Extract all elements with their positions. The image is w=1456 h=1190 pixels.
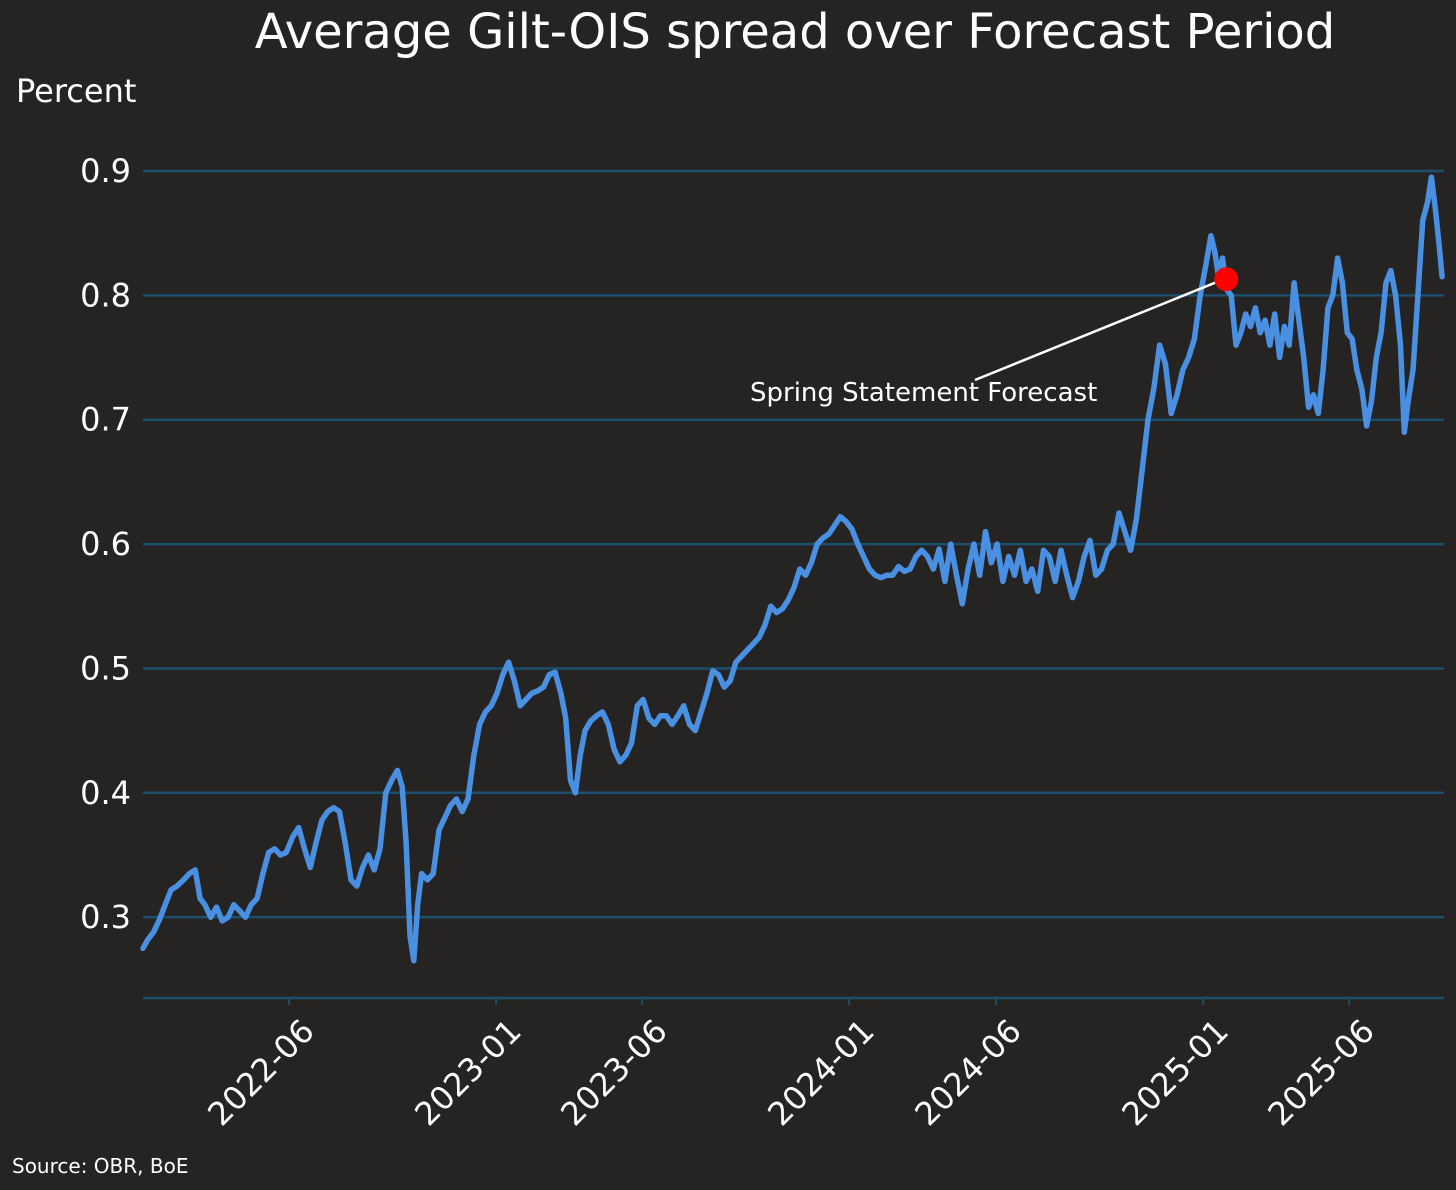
x-tick-label: 2022-06 xyxy=(200,1012,321,1133)
y-axis-label: Percent xyxy=(16,72,137,110)
forecast-marker xyxy=(1214,267,1239,292)
y-tick-label: 0.3 xyxy=(80,898,131,936)
y-ticks: 0.3 0.4 0.5 0.6 0.7 0.8 0.9 xyxy=(80,152,131,936)
x-tick-label: 2024-01 xyxy=(760,1012,881,1133)
y-tick-label: 0.6 xyxy=(80,525,131,563)
x-tick-label: 2023-01 xyxy=(407,1012,528,1133)
series-line xyxy=(140,174,1445,964)
x-tick-label: 2023-06 xyxy=(553,1012,674,1133)
x-tick-label: 2025-06 xyxy=(1260,1012,1381,1133)
chart-title: Average Gilt-OIS spread over Forecast Pe… xyxy=(254,4,1336,60)
source-note: Source: OBR, BoE xyxy=(12,1154,189,1178)
grid-lines xyxy=(143,169,1444,1000)
x-tick-label: 2025-01 xyxy=(1114,1012,1235,1133)
annotation-label: Spring Statement Forecast xyxy=(750,378,1098,408)
annotation-arrow xyxy=(974,281,1217,382)
x-tick-label: 2024-06 xyxy=(907,1012,1028,1133)
y-tick-label: 0.5 xyxy=(80,649,131,687)
y-tick-label: 0.7 xyxy=(80,401,131,439)
x-ticks: 2022-06 2023-01 2023-06 2024-01 2024-06 2025-… xyxy=(200,998,1382,1133)
y-tick-label: 0.8 xyxy=(80,276,131,314)
y-tick-label: 0.4 xyxy=(80,774,131,812)
y-tick-label: 0.9 xyxy=(80,152,131,190)
